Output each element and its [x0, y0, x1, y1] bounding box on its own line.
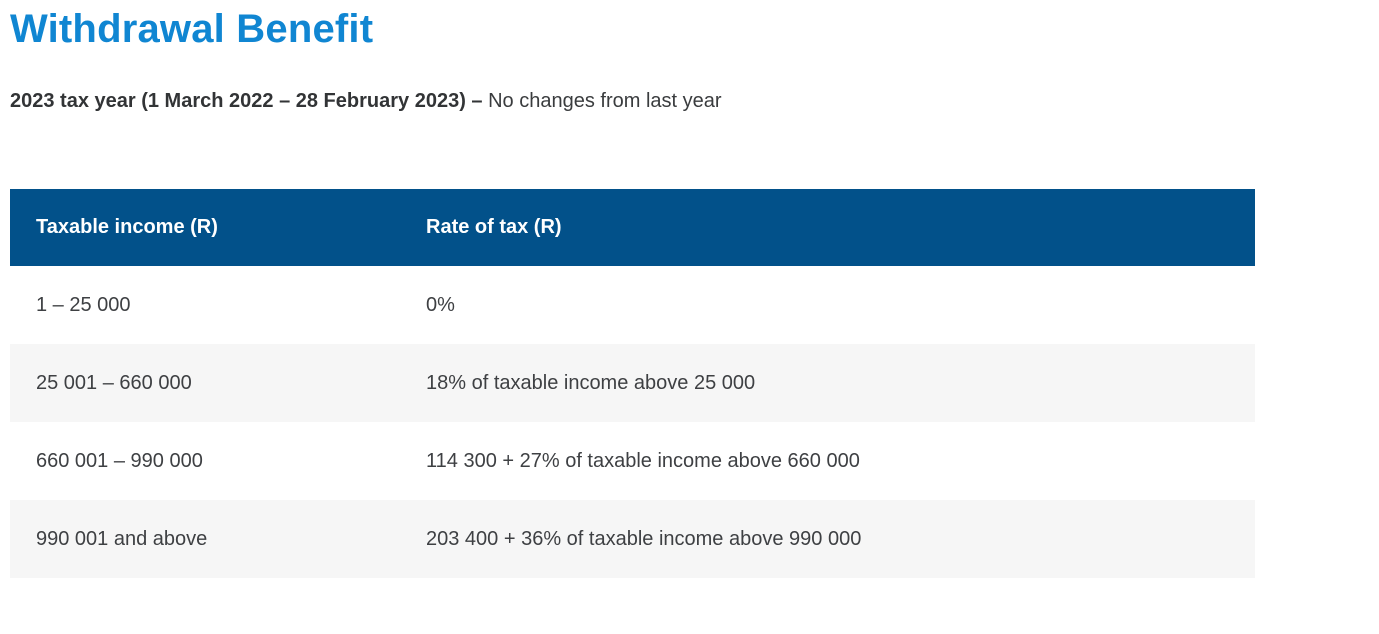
rate-of-tax-cell: 203 400 + 36% of taxable income above 99…	[400, 500, 1255, 578]
page-title: Withdrawal Benefit	[10, 7, 374, 51]
rate-of-tax-cell: 18% of taxable income above 25 000	[400, 344, 1255, 422]
table-header-row: Taxable income (R) Rate of tax (R)	[10, 189, 1255, 266]
taxable-income-cell: 990 001 and above	[10, 500, 400, 578]
column-header-rate-of-tax: Rate of tax (R)	[400, 189, 1255, 266]
subtitle-note: No changes from last year	[488, 90, 722, 112]
subtitle-tax-year: 2023 tax year (1 March 2022 – 28 Februar…	[10, 90, 483, 112]
withdrawal-benefit-tax-table: Taxable income (R) Rate of tax (R) 1 – 2…	[10, 189, 1255, 578]
taxable-income-cell: 660 001 – 990 000	[10, 422, 400, 500]
page: Withdrawal Benefit 2023 tax year (1 Marc…	[10, 7, 1379, 578]
table-row: 660 001 – 990 000 114 300 + 27% of taxab…	[10, 422, 1255, 500]
rate-of-tax-cell: 0%	[400, 266, 1255, 344]
table-row: 1 – 25 000 0%	[10, 266, 1255, 344]
table-row: 990 001 and above 203 400 + 36% of taxab…	[10, 500, 1255, 578]
taxable-income-cell: 25 001 – 660 000	[10, 344, 400, 422]
subtitle: 2023 tax year (1 March 2022 – 28 Februar…	[10, 88, 1379, 115]
table-row: 25 001 – 660 000 18% of taxable income a…	[10, 344, 1255, 422]
rate-of-tax-cell: 114 300 + 27% of taxable income above 66…	[400, 422, 1255, 500]
column-header-taxable-income: Taxable income (R)	[10, 189, 400, 266]
taxable-income-cell: 1 – 25 000	[10, 266, 400, 344]
